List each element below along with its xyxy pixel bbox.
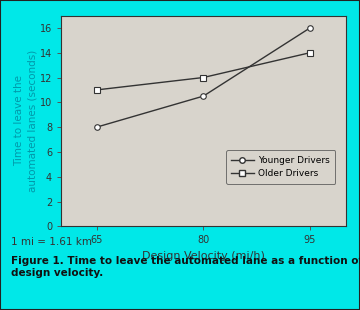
X-axis label: Design Velocity (mi/h): Design Velocity (mi/h) — [142, 251, 265, 261]
Text: Figure 1. Time to leave the automated lane as a function of
design velocity.: Figure 1. Time to leave the automated la… — [11, 256, 360, 278]
Text: 1 mi = 1.61 km: 1 mi = 1.61 km — [11, 237, 92, 247]
Legend: Younger Drivers, Older Drivers: Younger Drivers, Older Drivers — [226, 150, 336, 184]
Y-axis label: Time to leave the
automated lanes (seconds): Time to leave the automated lanes (secon… — [14, 50, 37, 192]
